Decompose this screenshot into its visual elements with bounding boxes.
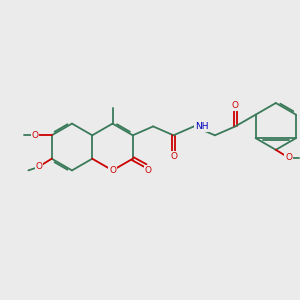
Text: NH: NH	[195, 122, 208, 131]
Text: O: O	[170, 152, 177, 160]
Text: O: O	[285, 154, 292, 163]
Text: O: O	[32, 131, 38, 140]
Text: O: O	[145, 166, 152, 175]
Text: O: O	[232, 101, 239, 110]
Text: O: O	[35, 162, 42, 171]
Text: O: O	[109, 166, 116, 175]
